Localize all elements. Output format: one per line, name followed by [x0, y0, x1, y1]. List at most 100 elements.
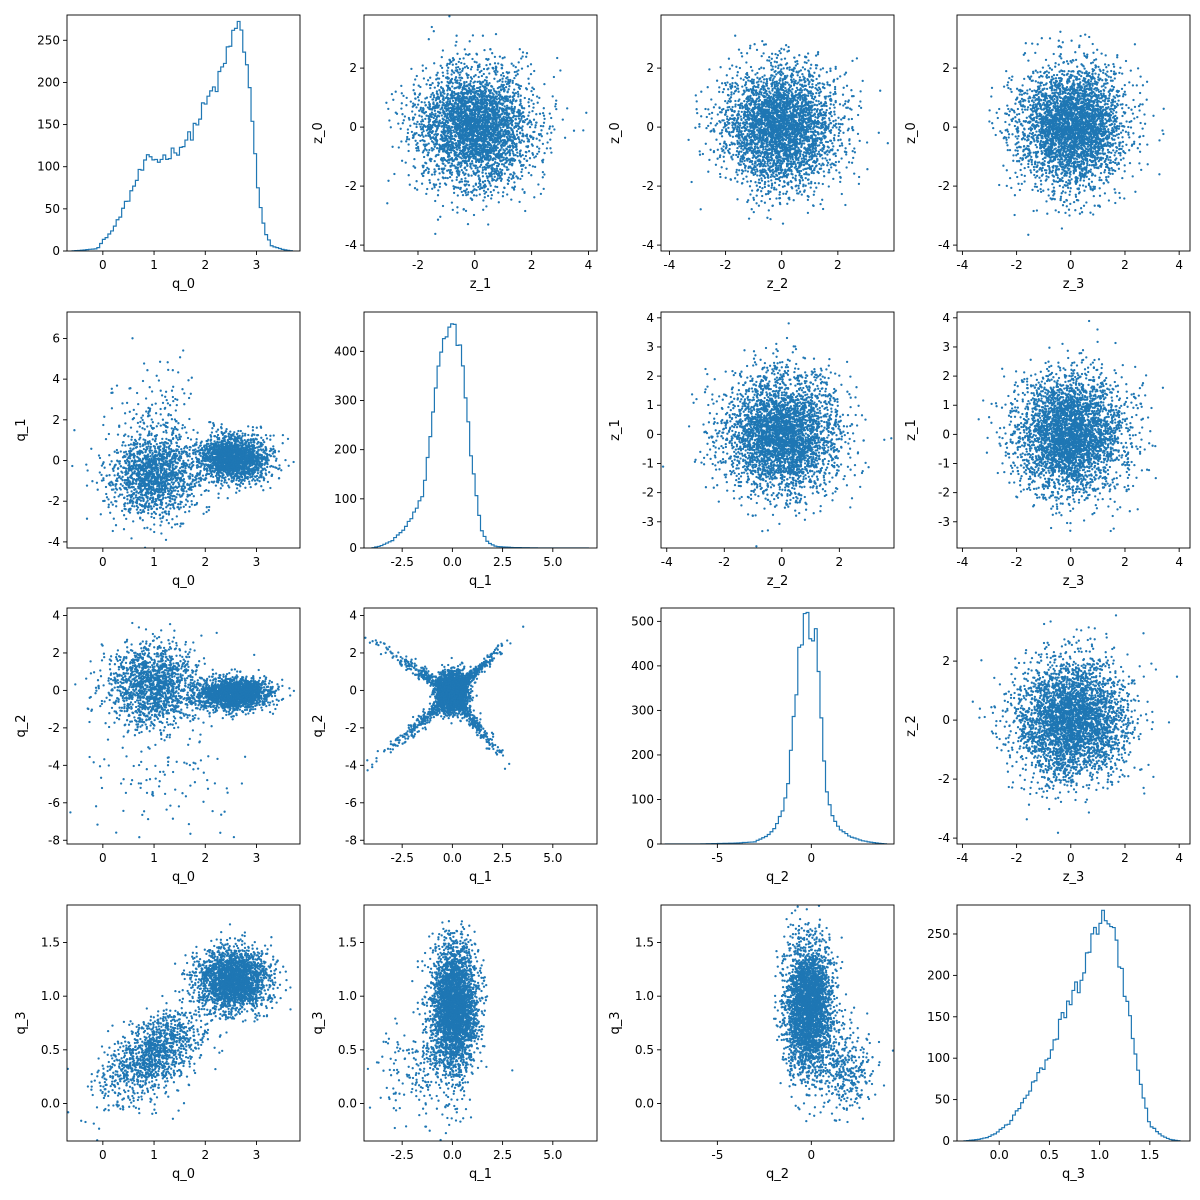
scatter-point — [424, 125, 427, 128]
scatter-point — [454, 102, 457, 105]
scatter-point — [482, 145, 485, 148]
scatter-point — [498, 100, 501, 104]
scatter-point — [458, 97, 461, 100]
scatter-point — [526, 137, 529, 140]
scatter-point — [495, 73, 498, 76]
scatter-point — [506, 90, 509, 93]
scatter-point — [461, 124, 465, 127]
x-tick-label: -2 — [412, 258, 424, 272]
scatter-point — [450, 126, 454, 129]
scatter-point — [490, 164, 494, 168]
scatter-point — [386, 202, 389, 205]
scatter-point — [442, 130, 445, 134]
scatter-point — [555, 99, 558, 102]
scatter-point — [501, 195, 505, 198]
scatter-point — [821, 207, 825, 211]
scatter-point — [414, 97, 417, 100]
scatter-point — [473, 127, 477, 130]
scatter-point — [806, 52, 810, 55]
scatter-point — [467, 90, 470, 93]
scatter-point — [726, 108, 730, 112]
scatter-point — [511, 124, 514, 127]
scatter-point — [412, 83, 415, 86]
scatter-point — [474, 74, 477, 77]
scatter-point — [531, 93, 535, 97]
scatter-point — [434, 155, 437, 158]
scatter-point — [504, 140, 507, 143]
scatter-point — [448, 87, 452, 90]
scatter-point — [497, 201, 500, 204]
scatter-point — [796, 62, 799, 66]
scatter-point — [539, 124, 543, 128]
scatter-point — [483, 48, 486, 52]
scatter-point — [432, 30, 435, 33]
scatter-point — [798, 116, 801, 119]
scatter-point — [431, 149, 434, 152]
scatter-point — [428, 181, 432, 184]
scatter-point — [505, 104, 509, 107]
scatter-point — [491, 139, 494, 142]
scatter-point — [509, 133, 513, 136]
scatter-point — [470, 159, 474, 163]
scatter-point — [462, 93, 465, 96]
scatter-point — [461, 69, 464, 72]
scatter-point — [428, 105, 432, 108]
scatter-point — [442, 97, 445, 100]
scatter-point — [449, 93, 452, 97]
scatter-point — [470, 132, 474, 135]
scatter-point — [422, 77, 426, 80]
scatter-point — [800, 79, 803, 82]
scatter-point — [448, 82, 451, 85]
scatter-point — [511, 186, 514, 189]
scatter-point — [426, 187, 429, 191]
scatter-point — [439, 111, 442, 114]
scatter-point — [548, 112, 551, 115]
scatter-point — [493, 116, 496, 119]
scatter-point — [455, 186, 458, 189]
scatter-point — [462, 171, 465, 175]
scatter-point — [492, 126, 495, 129]
scatter-point — [719, 175, 722, 179]
scatter-point — [409, 124, 412, 127]
scatter-point — [841, 93, 845, 96]
scatter-point — [451, 134, 454, 138]
scatter-point — [485, 110, 488, 113]
scatter-point — [512, 98, 515, 101]
scatter-point — [784, 44, 788, 47]
scatter-point — [448, 161, 451, 164]
y-tick-label: -2 — [345, 179, 357, 193]
scatter-point — [491, 110, 495, 113]
scatter-point — [457, 169, 460, 172]
scatter-point — [503, 105, 506, 108]
scatter-point — [415, 125, 418, 129]
scatter-point — [521, 129, 524, 132]
scatter-point — [473, 134, 476, 137]
scatter-point — [387, 107, 390, 111]
scatter-point — [495, 98, 499, 101]
scatter-point — [434, 183, 438, 186]
scatter-point — [762, 52, 765, 55]
scatter-point — [537, 150, 541, 153]
scatter-point — [510, 139, 513, 143]
scatter-point — [826, 161, 830, 164]
scatter-point — [497, 149, 501, 153]
scatter-point — [479, 81, 482, 84]
scatter-point — [489, 117, 493, 120]
scatter-point — [451, 82, 454, 85]
scatter-point — [473, 140, 477, 143]
scatter-point — [490, 100, 493, 103]
scatter-point — [413, 122, 416, 125]
scatter-point — [494, 124, 498, 127]
scatter-point — [513, 94, 516, 97]
scatter-point — [501, 168, 504, 172]
scatter-point — [433, 145, 436, 148]
scatter-point — [519, 126, 522, 130]
scatter-point — [500, 163, 504, 166]
scatter-point — [422, 149, 425, 152]
scatter-point — [507, 150, 511, 154]
scatter-point — [460, 104, 463, 107]
scatter-point — [431, 187, 434, 190]
scatter-point — [439, 92, 442, 95]
scatter-point — [458, 68, 461, 71]
scatter-point — [484, 172, 488, 175]
